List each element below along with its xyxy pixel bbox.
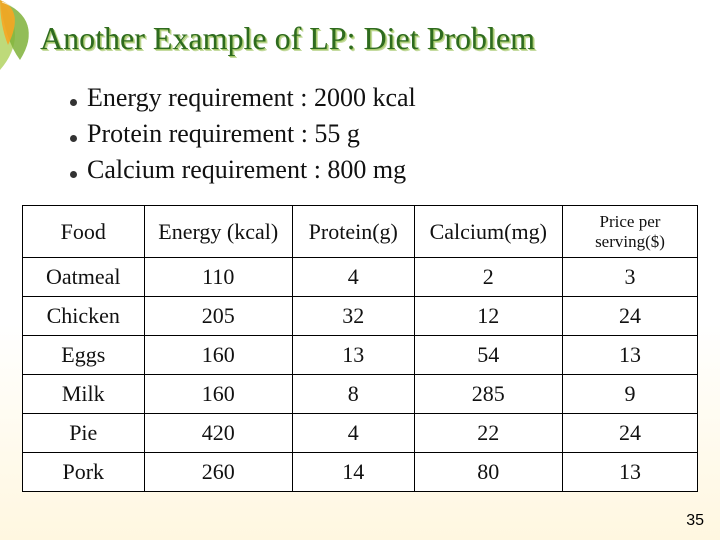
cell: 110 <box>144 258 293 297</box>
bullet-text: Energy requirement : 2000 kcal <box>87 83 416 113</box>
table-row: Pie 420 4 22 24 <box>23 414 698 453</box>
col-price: Price per serving($) <box>563 206 698 258</box>
cell: 4 <box>293 414 415 453</box>
bullet-dot-icon <box>70 171 77 178</box>
table-row: Oatmeal 110 4 2 3 <box>23 258 698 297</box>
cell: 80 <box>414 453 563 492</box>
cell: Oatmeal <box>23 258 145 297</box>
cell: Pie <box>23 414 145 453</box>
col-energy: Energy (kcal) <box>144 206 293 258</box>
cell: 2 <box>414 258 563 297</box>
cell: Eggs <box>23 336 145 375</box>
cell: 13 <box>563 453 698 492</box>
list-item: Energy requirement : 2000 kcal <box>70 83 700 113</box>
cell: 285 <box>414 375 563 414</box>
cell: 24 <box>563 297 698 336</box>
cell: 14 <box>293 453 415 492</box>
cell: 22 <box>414 414 563 453</box>
cell: Milk <box>23 375 145 414</box>
cell: 12 <box>414 297 563 336</box>
cell: 8 <box>293 375 415 414</box>
cell: 24 <box>563 414 698 453</box>
cell: 420 <box>144 414 293 453</box>
page-number: 35 <box>686 512 704 530</box>
table-header-row: Food Energy (kcal) Protein(g) Calcium(mg… <box>23 206 698 258</box>
list-item: Calcium requirement : 800 mg <box>70 155 700 185</box>
cell: 13 <box>563 336 698 375</box>
cell: 260 <box>144 453 293 492</box>
diet-table: Food Energy (kcal) Protein(g) Calcium(mg… <box>22 205 698 492</box>
col-protein: Protein(g) <box>293 206 415 258</box>
cell: 54 <box>414 336 563 375</box>
bullet-list: Energy requirement : 2000 kcal Protein r… <box>70 83 700 185</box>
cell: Chicken <box>23 297 145 336</box>
cell: 205 <box>144 297 293 336</box>
cell: 4 <box>293 258 415 297</box>
slide-title: Another Example of LP: Diet Problem <box>40 20 700 57</box>
table-body: Oatmeal 110 4 2 3 Chicken 205 32 12 24 E… <box>23 258 698 492</box>
table-row: Eggs 160 13 54 13 <box>23 336 698 375</box>
slide: Another Example of LP: Diet Problem Ener… <box>0 0 720 540</box>
cell: 3 <box>563 258 698 297</box>
col-calcium: Calcium(mg) <box>414 206 563 258</box>
bullet-text: Protein requirement : 55 g <box>87 119 360 149</box>
cell: Pork <box>23 453 145 492</box>
cell: 160 <box>144 375 293 414</box>
bullet-dot-icon <box>70 99 77 106</box>
cell: 32 <box>293 297 415 336</box>
table-row: Milk 160 8 285 9 <box>23 375 698 414</box>
col-food: Food <box>23 206 145 258</box>
table-row: Chicken 205 32 12 24 <box>23 297 698 336</box>
table-row: Pork 260 14 80 13 <box>23 453 698 492</box>
bullet-text: Calcium requirement : 800 mg <box>87 155 406 185</box>
cell: 13 <box>293 336 415 375</box>
cell: 160 <box>144 336 293 375</box>
cell: 9 <box>563 375 698 414</box>
bullet-dot-icon <box>70 135 77 142</box>
list-item: Protein requirement : 55 g <box>70 119 700 149</box>
